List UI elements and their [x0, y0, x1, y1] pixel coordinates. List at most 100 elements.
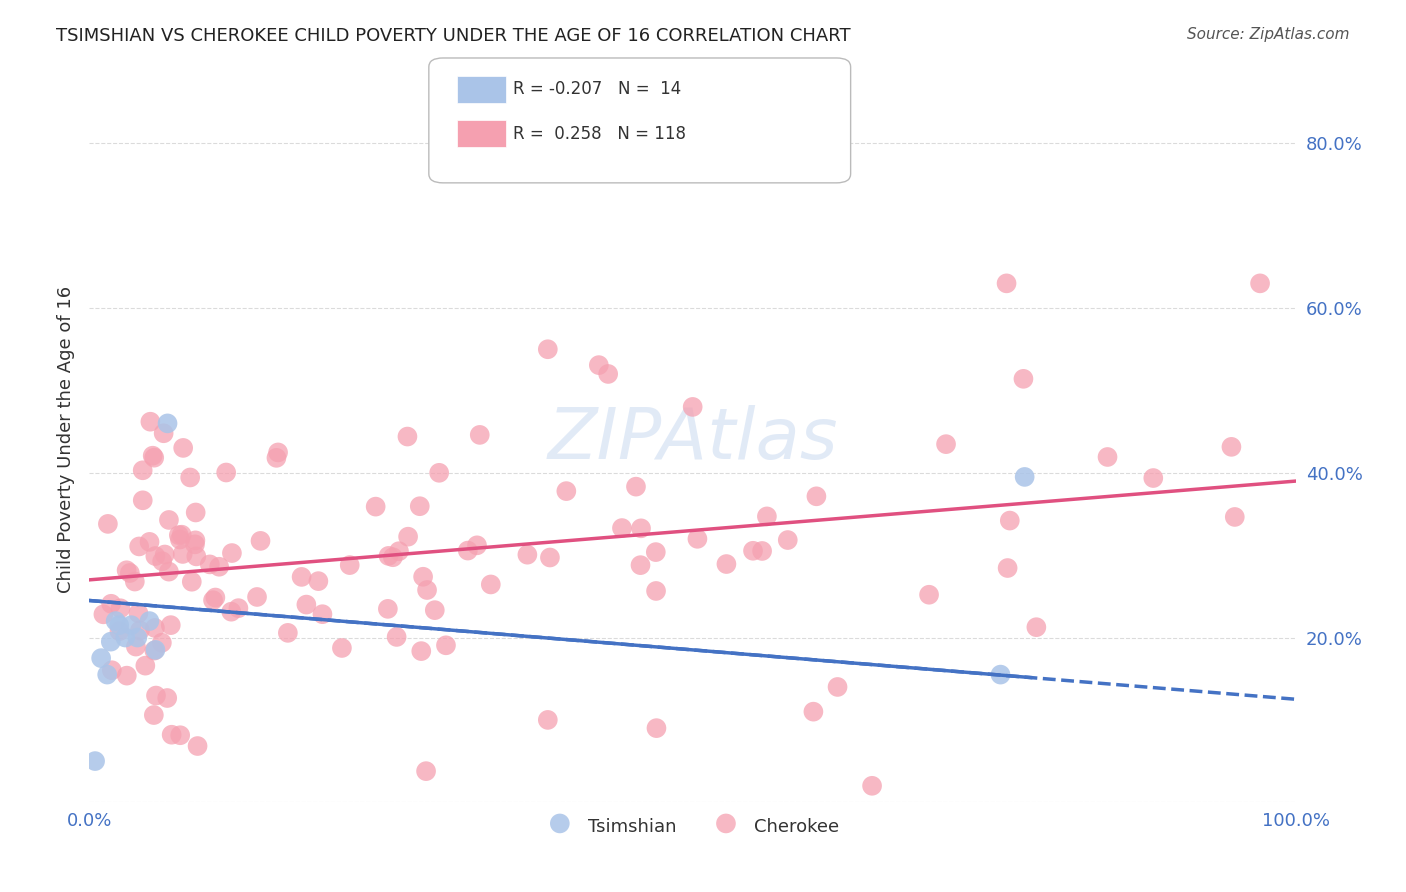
Cherokee: [118, 566, 141, 580]
Cherokee: [377, 602, 399, 616]
Cherokee: [682, 400, 704, 414]
Cherokee: [339, 558, 361, 573]
Point: [827, 680, 849, 694]
Cherokee: [169, 533, 191, 547]
Cherokee: [935, 437, 957, 451]
Cherokee: [202, 593, 225, 607]
Cherokee: [159, 618, 181, 632]
Cherokee: [128, 540, 150, 554]
Cherokee: [330, 640, 353, 655]
Cherokee: [1223, 510, 1246, 524]
Cherokee: [416, 582, 439, 597]
Cherokee: [170, 527, 193, 541]
Cherokee: [716, 557, 738, 571]
Tsimshian: [145, 643, 167, 657]
Cherokee: [249, 533, 271, 548]
Cherokee: [465, 538, 488, 552]
Legend: Tsimshian, Cherokee: Tsimshian, Cherokee: [538, 807, 846, 844]
Cherokee: [610, 521, 633, 535]
Cherokee: [184, 506, 207, 520]
Cherokee: [145, 689, 167, 703]
Cherokee: [555, 484, 578, 499]
Cherokee: [995, 277, 1018, 291]
Cherokee: [277, 625, 299, 640]
Cherokee: [198, 558, 221, 572]
Cherokee: [630, 521, 652, 535]
Cherokee: [598, 367, 620, 381]
Cherokee: [143, 643, 166, 657]
Cherokee: [215, 466, 238, 480]
Cherokee: [918, 588, 941, 602]
Cherokee: [776, 533, 799, 547]
Cherokee: [184, 533, 207, 548]
Cherokee: [143, 450, 166, 465]
Cherokee: [388, 544, 411, 558]
Cherokee: [143, 549, 166, 563]
Cherokee: [1249, 277, 1271, 291]
Cherokee: [221, 546, 243, 560]
Point: [645, 721, 668, 735]
Cherokee: [93, 607, 115, 622]
Cherokee: [806, 489, 828, 503]
Cherokee: [179, 470, 201, 484]
Cherokee: [415, 764, 437, 779]
Cherokee: [132, 493, 155, 508]
Cherokee: [100, 597, 122, 611]
Cherokee: [1142, 471, 1164, 485]
Tsimshian: [100, 634, 122, 648]
Cherokee: [169, 728, 191, 742]
Cherokee: [396, 429, 419, 443]
Cherokee: [742, 543, 765, 558]
Cherokee: [630, 558, 652, 573]
Cherokee: [860, 779, 883, 793]
Tsimshian: [84, 754, 107, 768]
Cherokee: [184, 537, 207, 551]
Cherokee: [115, 668, 138, 682]
Cherokee: [396, 530, 419, 544]
Cherokee: [134, 658, 156, 673]
Cherokee: [538, 550, 561, 565]
Cherokee: [307, 574, 329, 588]
Cherokee: [381, 550, 404, 565]
Cherokee: [142, 449, 165, 463]
Y-axis label: Child Poverty Under the Age of 16: Child Poverty Under the Age of 16: [58, 286, 75, 593]
Tsimshian: [156, 417, 179, 431]
Cherokee: [208, 559, 231, 574]
Cherokee: [187, 739, 209, 753]
Cherokee: [160, 728, 183, 742]
Cherokee: [468, 428, 491, 442]
Cherokee: [412, 570, 434, 584]
Cherokee: [291, 570, 314, 584]
Cherokee: [377, 549, 399, 563]
Cherokee: [409, 500, 432, 514]
Cherokee: [427, 466, 450, 480]
Text: TSIMSHIAN VS CHEROKEE CHILD POVERTY UNDER THE AGE OF 16 CORRELATION CHART: TSIMSHIAN VS CHEROKEE CHILD POVERTY UNDE…: [56, 27, 851, 45]
Point: [537, 713, 560, 727]
Cherokee: [411, 644, 433, 658]
Cherokee: [131, 463, 153, 477]
Cherokee: [101, 663, 124, 677]
Tsimshian: [990, 667, 1012, 681]
Cherokee: [434, 638, 457, 652]
Cherokee: [143, 621, 166, 635]
Cherokee: [115, 563, 138, 577]
Cherokee: [172, 547, 194, 561]
Text: R =  0.258   N = 118: R = 0.258 N = 118: [513, 125, 686, 143]
Tsimshian: [120, 618, 142, 632]
Tsimshian: [108, 618, 131, 632]
Cherokee: [751, 544, 773, 558]
Point: [803, 705, 825, 719]
Cherokee: [167, 528, 190, 542]
Cherokee: [755, 509, 778, 524]
Cherokee: [516, 548, 538, 562]
Tsimshian: [127, 631, 149, 645]
Cherokee: [457, 543, 479, 558]
Cherokee: [156, 691, 179, 706]
Cherokee: [172, 441, 194, 455]
Cherokee: [998, 514, 1021, 528]
Cherokee: [108, 624, 131, 639]
Cherokee: [1012, 372, 1035, 386]
Cherokee: [219, 605, 242, 619]
Tsimshian: [1014, 470, 1036, 484]
Cherokee: [423, 603, 446, 617]
